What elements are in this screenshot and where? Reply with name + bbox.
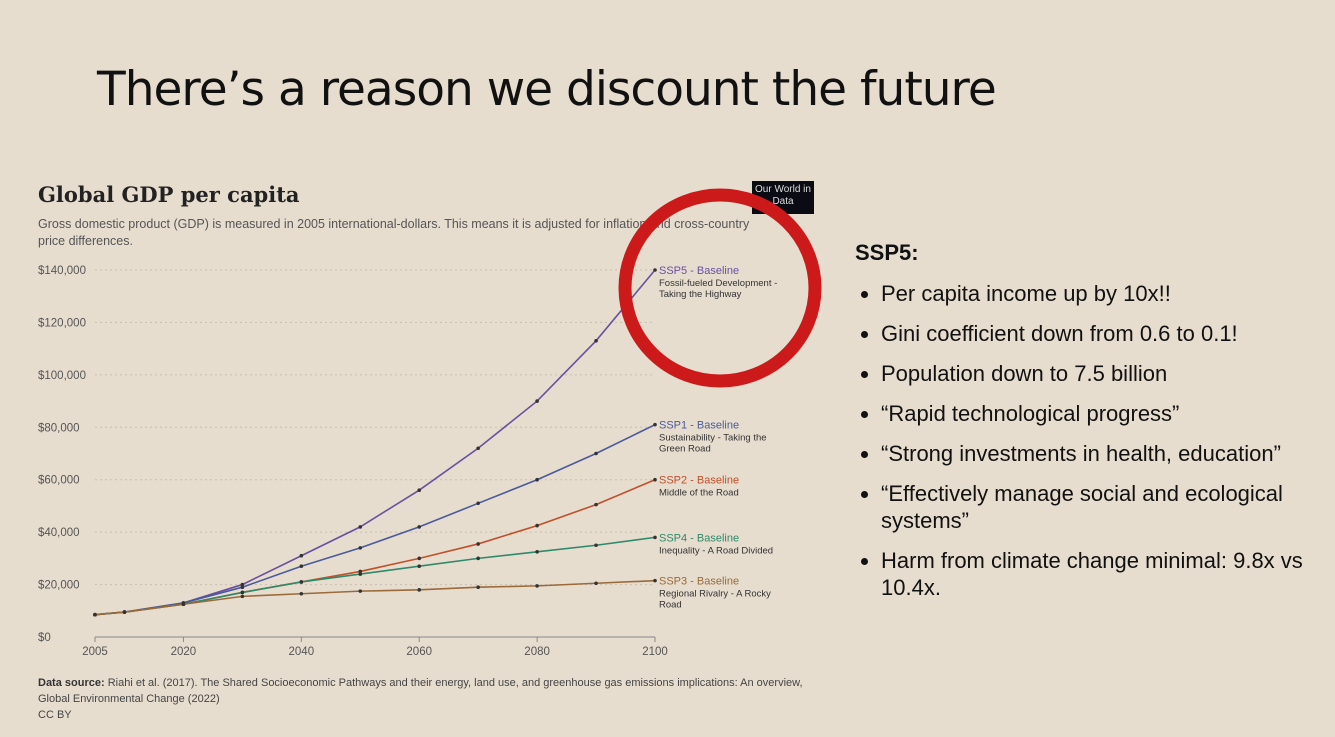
data-point (299, 591, 304, 596)
data-point (417, 488, 422, 493)
data-point (122, 610, 127, 614)
bullet: “Strong investments in health, education… (881, 440, 1335, 467)
x-tick-label: 2060 (406, 646, 432, 658)
bullet: Gini coefficient down from 0.6 to 0.1! (881, 320, 1335, 347)
data-point (476, 501, 480, 506)
data-point (594, 543, 598, 548)
data-point (594, 451, 598, 456)
data-point (240, 582, 245, 587)
x-tick-label: 2005 (82, 646, 108, 658)
series-label: SSP2 - Baseline (659, 475, 739, 487)
data-point (594, 338, 598, 343)
y-tick-label: $60,000 (38, 475, 80, 487)
data-point (653, 477, 657, 482)
source-label: Data source: (38, 677, 105, 689)
series-line (94, 423, 656, 616)
bullet: “Effectively manage social and ecologica… (881, 480, 1335, 534)
y-tick-label: $40,000 (38, 527, 80, 539)
panel-heading: SSP5: (855, 240, 919, 265)
data-point (240, 594, 245, 599)
data-point (358, 589, 363, 593)
data-point (535, 550, 539, 554)
y-tick-label: $20,000 (38, 580, 80, 592)
bullet-list: Per capita income up by 10x!! Gini coeff… (855, 280, 1335, 601)
ssp5-panel: SSP5: Per capita income up by 10x!! Gini… (855, 240, 1335, 614)
data-point (535, 399, 539, 403)
y-tick-label: $0 (38, 632, 51, 644)
y-tick-label: $120,000 (38, 317, 86, 329)
series-line (94, 579, 656, 616)
y-tick-label: $100,000 (38, 370, 86, 382)
series-description: Fossil-fueled Development -Taking the Hi… (659, 278, 777, 300)
bullet: Population down to 7.5 billion (881, 360, 1335, 387)
bullet: “Rapid technological progress” (881, 400, 1335, 427)
license: CC BY (38, 709, 72, 721)
data-point (358, 525, 363, 529)
series-description: Middle of the Road (659, 488, 739, 499)
y-tick-label: $140,000 (38, 265, 86, 277)
slide-title: There’s a reason we discount the future (97, 62, 997, 117)
chart-subtitle: Gross domestic product (GDP) is measured… (38, 217, 750, 248)
data-point (181, 602, 186, 607)
series-line (94, 269, 656, 616)
data-point (653, 578, 657, 583)
data-point (358, 569, 363, 574)
bullet: Per capita income up by 10x!! (881, 280, 1335, 307)
chart-source: Data source: Riahi et al. (2017). The Sh… (38, 675, 818, 723)
series-label: SSP3 - Baseline (659, 576, 739, 588)
data-point (240, 590, 245, 595)
series-label: SSP5 - Baseline (659, 265, 739, 277)
source-text: Riahi et al. (2017). The Shared Socioeco… (38, 677, 803, 705)
data-point (417, 525, 422, 529)
highlight-circle (618, 188, 822, 388)
data-point (358, 572, 363, 576)
data-point (476, 542, 480, 546)
data-point (594, 581, 598, 586)
bullet: Harm from climate change minimal: 9.8x v… (881, 547, 1335, 601)
data-point (476, 446, 480, 451)
data-point (417, 556, 422, 561)
x-tick-label: 2020 (171, 646, 197, 658)
series-description: Sustainability - Taking the Green Road (659, 433, 767, 455)
y-tick-label: $80,000 (38, 422, 80, 434)
data-point (299, 553, 304, 558)
data-point (299, 564, 304, 569)
x-tick-label: 2040 (289, 646, 315, 658)
data-point (594, 502, 598, 507)
data-point (535, 477, 539, 482)
data-point (535, 584, 539, 588)
data-point (653, 422, 657, 427)
x-tick-label: 2100 (642, 646, 668, 658)
data-point (653, 268, 657, 272)
chart-title: Global GDP per capita (38, 182, 300, 207)
data-point (476, 556, 480, 561)
data-point (93, 612, 97, 617)
series-line (94, 478, 656, 616)
data-point (476, 585, 480, 589)
data-point (653, 535, 657, 540)
series-label: SSP4 - Baseline (659, 532, 739, 544)
data-point (417, 564, 422, 569)
data-point (358, 546, 363, 550)
series-label: SSP1 - Baseline (659, 420, 739, 432)
data-point (535, 523, 539, 528)
data-point (417, 588, 422, 592)
data-point (299, 580, 304, 584)
data-point (240, 585, 245, 589)
x-tick-label: 2080 (524, 646, 550, 658)
series-description: Inequality - A Road Divided (659, 545, 773, 556)
series-description: Regional Rivalry - A Rocky Road (659, 589, 771, 611)
